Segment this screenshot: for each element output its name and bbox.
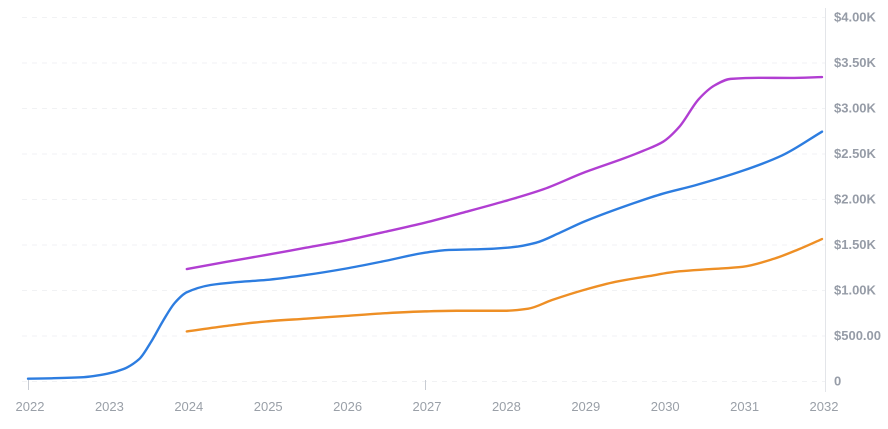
y-tick-label: $3.50K [834, 55, 877, 70]
x-tick-label: 2029 [571, 399, 600, 414]
x-tick-label: 2032 [810, 399, 839, 414]
x-tick-label: 2022 [16, 399, 45, 414]
x-tick-label: 2025 [254, 399, 283, 414]
y-gridlines [22, 17, 825, 382]
y-tick-label: $500.00 [834, 328, 881, 343]
x-tick-label: 2023 [95, 399, 124, 414]
x-tick-label: 2024 [174, 399, 203, 414]
x-tick-label: 2031 [730, 399, 759, 414]
y-tick-label: 0 [834, 374, 841, 389]
y-tick-label: $2.00K [834, 192, 877, 207]
y-tick-label: $4.00K [834, 10, 877, 25]
x-tick-label: 2030 [651, 399, 680, 414]
y-tick-label: $1.50K [834, 237, 877, 252]
x-tick-label: 2026 [333, 399, 362, 414]
y-tick-label: $3.00K [834, 101, 877, 116]
x-axis-labels: 2022 2023 2024 2025 2026 2027 2028 2029 2030 2031… [16, 399, 839, 414]
y-tick-label: $1.00K [834, 283, 877, 298]
series-line-blue-series[interactable] [26, 130, 824, 380]
series-line-orange-series[interactable] [185, 237, 824, 333]
y-axis-labels: $4.00K $3.50K $3.00K $2.50K $2.00K $1.50K $1.0… [834, 10, 881, 389]
y-tick-label: $2.50K [834, 146, 877, 161]
x-tick-label: 2028 [492, 399, 521, 414]
x-tick-marks [28, 380, 426, 390]
x-tick-label: 2027 [413, 399, 442, 414]
series-line-purple-series[interactable] [185, 75, 824, 271]
